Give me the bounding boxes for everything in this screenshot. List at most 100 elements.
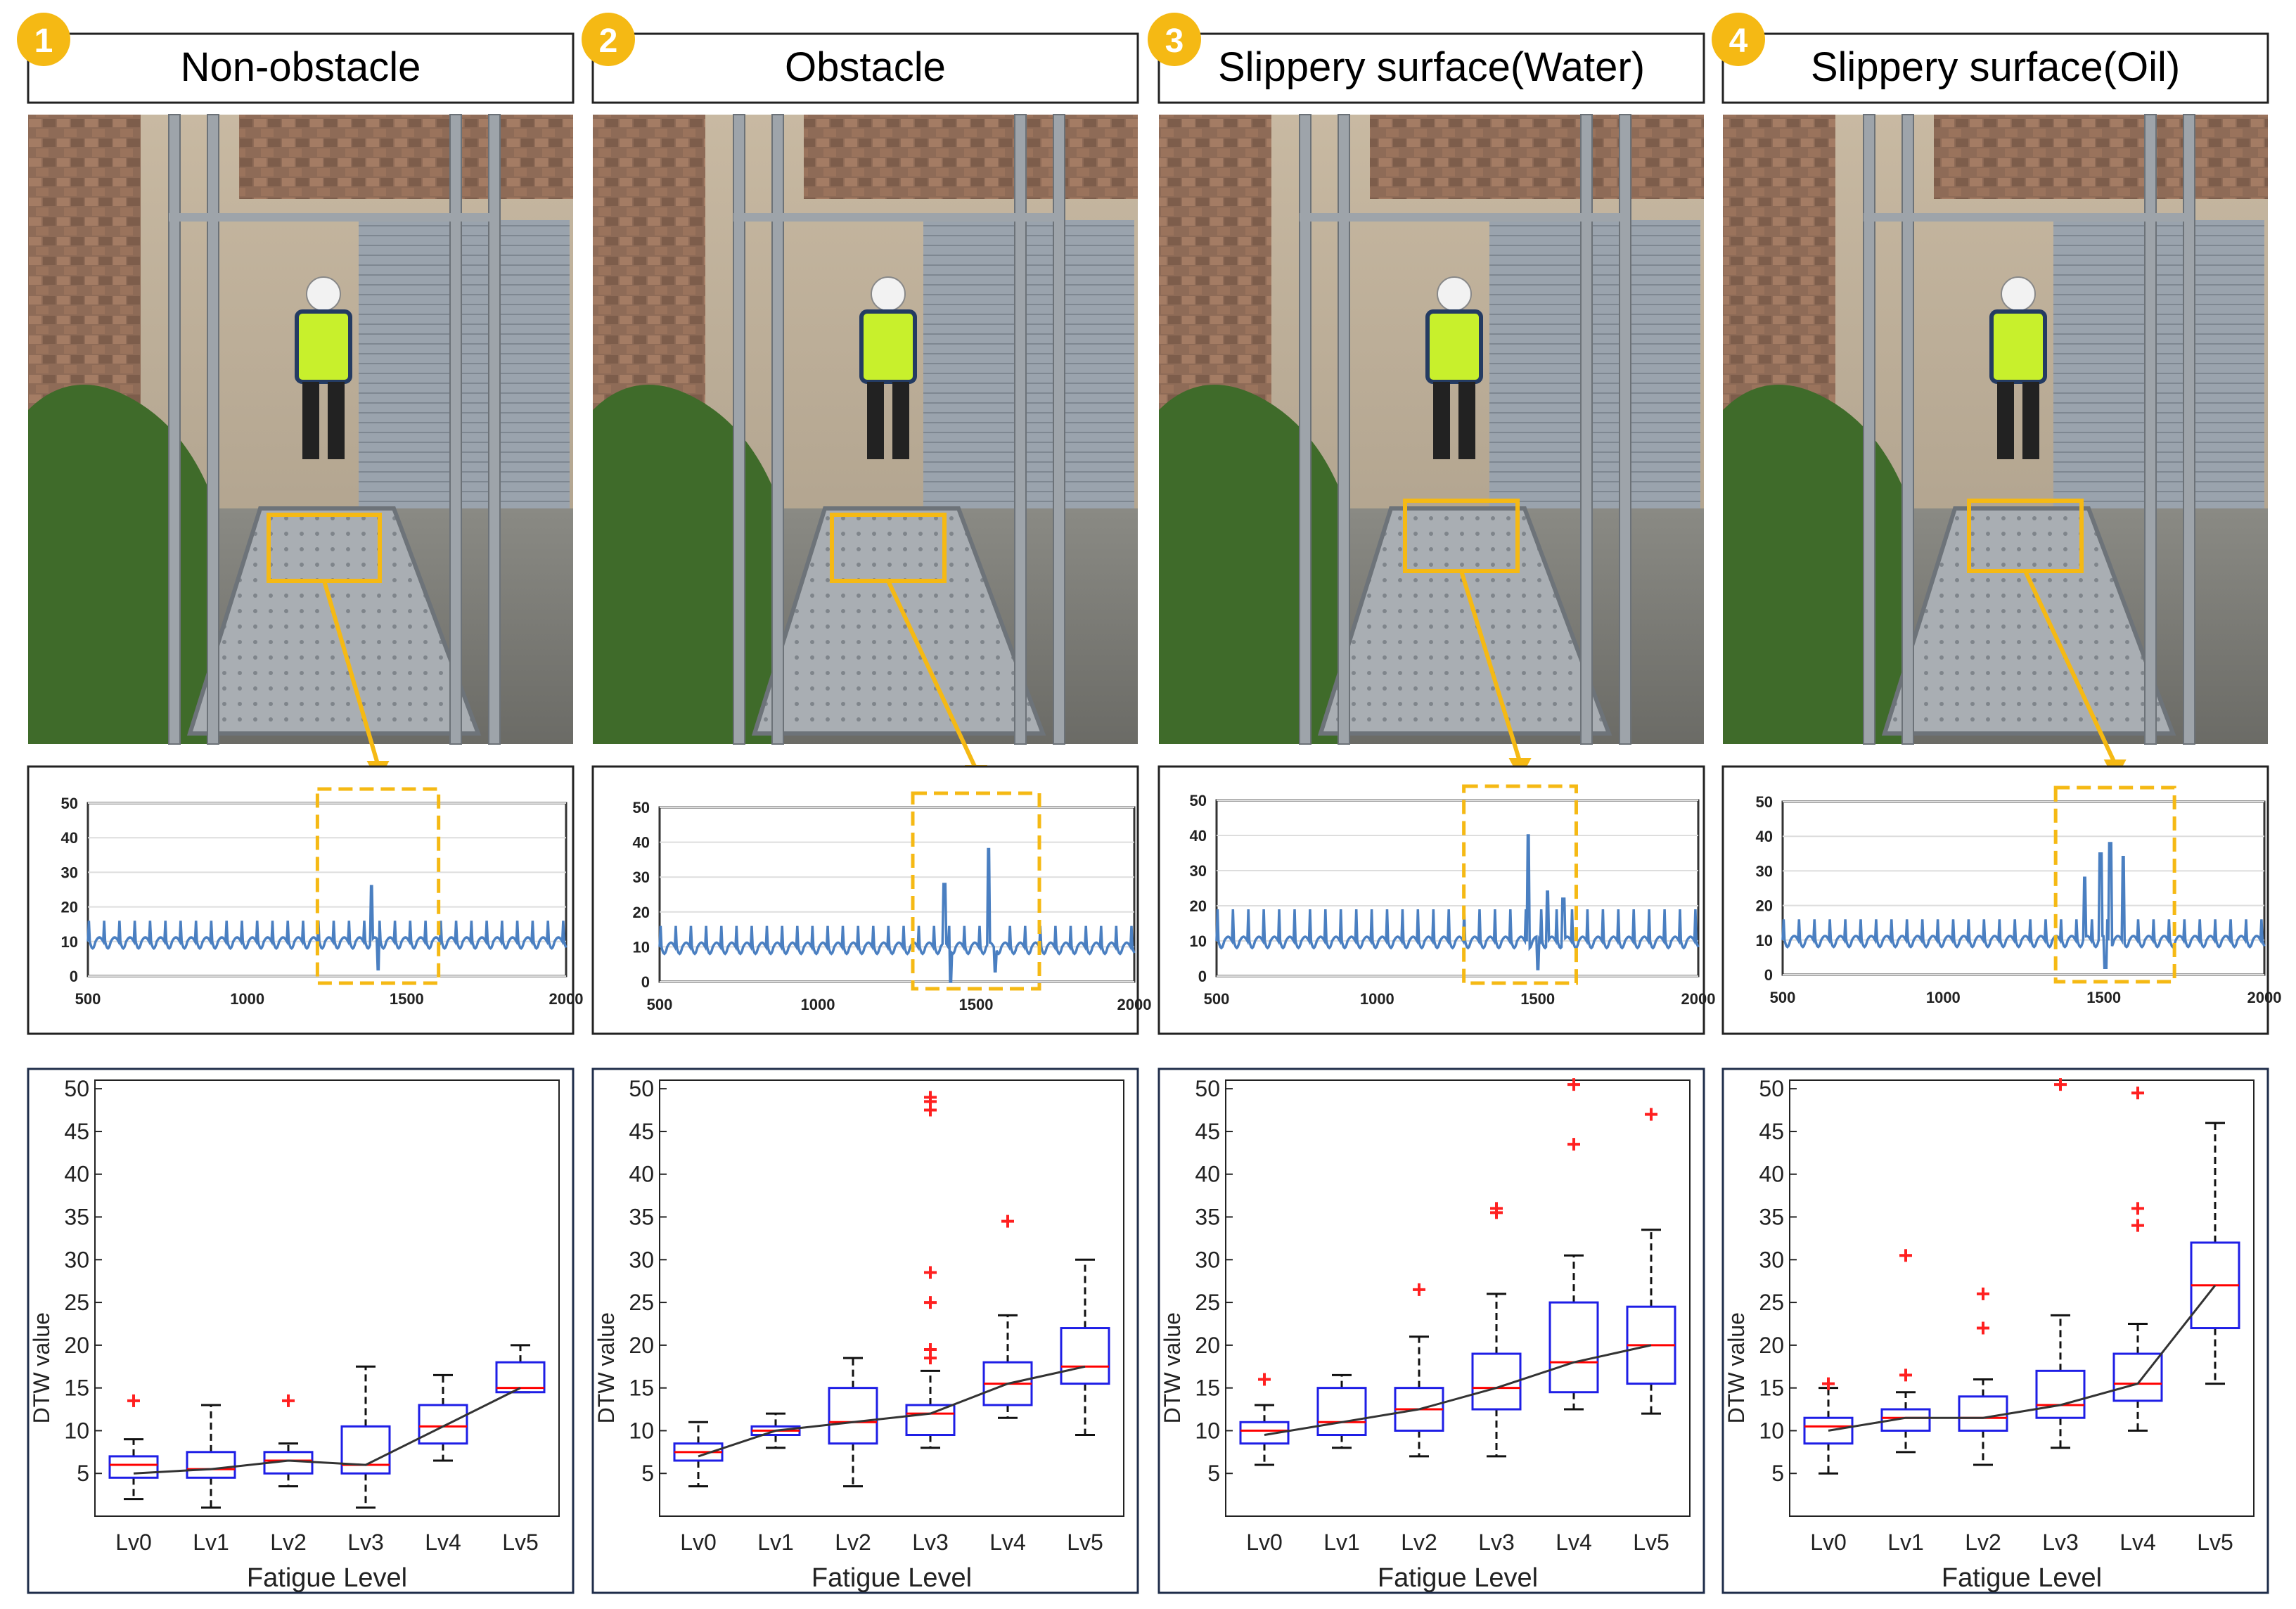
scaffold-crossbar: [169, 213, 499, 222]
outlier-point: [2054, 1078, 2067, 1091]
box: [495, 1361, 546, 1394]
boxplot-y-tick: 40: [64, 1162, 89, 1187]
boxplot-y-tick: 20: [1759, 1333, 1784, 1358]
signal-y-tick: 10: [61, 933, 78, 951]
signal-y-tick: 50: [61, 795, 78, 812]
scaffold-pole: [2183, 114, 2195, 745]
scaffold-crossbar: [733, 213, 1064, 222]
boxplot-x-tick: Lv0: [1246, 1530, 1283, 1555]
outlier-point: [2131, 1219, 2144, 1232]
safety-vest: [1989, 309, 2047, 384]
boxplot-y-tick: 30: [1195, 1247, 1220, 1272]
outlier-point: [1490, 1202, 1503, 1215]
boxplot-x-tick: Lv1: [757, 1530, 794, 1555]
trend-line: [1828, 1284, 2217, 1432]
boxplot-y-tick: 30: [64, 1247, 89, 1272]
signal-y-tick: 40: [633, 834, 650, 852]
signal-y-tick: 10: [1190, 932, 1207, 950]
signal-y-tick: 50: [1190, 792, 1207, 809]
signal-x-tick: 500: [647, 996, 673, 1013]
boxplot-ylabel: DTW value: [594, 1312, 619, 1423]
outlier-point: [1567, 1078, 1580, 1091]
signal-x-tick: 2000: [549, 990, 584, 1008]
boxplot-x-tick: Lv3: [1478, 1530, 1515, 1555]
signal-x-tick: 500: [1770, 989, 1796, 1006]
header-box: [1157, 32, 1705, 104]
scaffold-pole: [1901, 114, 1914, 745]
box: [2112, 1352, 2163, 1402]
box: [1548, 1301, 1599, 1394]
boxplot-ylabel: DTW value: [1724, 1312, 1749, 1423]
boxplot-y-tick: 20: [1195, 1333, 1220, 1358]
boxplot-y-tick: 25: [1195, 1290, 1220, 1315]
boxplot-x-tick: Lv5: [502, 1530, 539, 1555]
signal-x-tick: 500: [75, 990, 101, 1008]
scaffold-pole: [1053, 114, 1065, 745]
boxplot-y-tick: 40: [1759, 1162, 1784, 1187]
boxplot-x-tick: Lv1: [193, 1530, 229, 1555]
scaffold-pole: [1299, 114, 1311, 745]
boxplot-y-tick: 45: [1759, 1119, 1784, 1144]
signal-series: [86, 885, 567, 970]
scaffold-pole: [771, 114, 784, 745]
boxplot-y-tick: 5: [641, 1461, 654, 1486]
signal-plot-area: [86, 802, 567, 977]
outlier-point: [1977, 1321, 1989, 1335]
signal-x-tick: 1500: [390, 990, 424, 1008]
signal-x-tick: 1000: [1926, 989, 1961, 1006]
signal-y-tick: 30: [1756, 862, 1773, 880]
worker-leg: [2022, 382, 2039, 459]
outlier-point: [1822, 1377, 1835, 1390]
helmet: [2001, 276, 2036, 312]
boxplot-x-tick: Lv5: [2197, 1530, 2233, 1555]
worker-leg: [867, 382, 884, 459]
column-title: Obstacle: [785, 44, 946, 90]
helmet: [871, 276, 906, 312]
safety-vest: [1425, 309, 1483, 384]
boxplot-panel: [27, 1068, 575, 1594]
header-box: [591, 32, 1139, 104]
boxplot-y-tick: 5: [1771, 1461, 1784, 1486]
boxplot-x-tick: Lv1: [1323, 1530, 1360, 1555]
badge-circle: [1712, 13, 1765, 66]
boxplot-y-tick: 20: [629, 1333, 654, 1358]
trend-line: [133, 1387, 521, 1475]
boxplot-y-tick: 30: [629, 1247, 654, 1272]
helmet: [306, 276, 341, 312]
boxplot-y-tick: 5: [1207, 1461, 1220, 1486]
signal-series: [658, 847, 1136, 983]
signal-x-tick: 1000: [1360, 990, 1394, 1008]
signal-y-tick: 10: [1756, 932, 1773, 949]
signal-highlight: [911, 791, 1041, 991]
outlier-point: [1899, 1368, 1912, 1382]
shrubs: [593, 385, 776, 744]
boxplot-y-tick: 25: [64, 1290, 89, 1315]
signal-plot-area: [1215, 799, 1700, 977]
roller-shutter: [2053, 220, 2264, 515]
shrubs: [28, 385, 211, 744]
scaffold-pole: [168, 114, 181, 745]
boxplot-panel: [591, 1068, 1139, 1594]
boxplot-y-tick: 10: [1195, 1418, 1220, 1443]
trend-line: [698, 1365, 1086, 1458]
header-box: [27, 32, 575, 104]
signal-y-tick: 20: [1756, 897, 1773, 915]
boxplot-ylabel: DTW value: [29, 1312, 54, 1423]
boxplot-y-tick: 45: [629, 1119, 654, 1144]
boxplot-y-tick: 45: [1195, 1119, 1220, 1144]
boxplot-xlabel: Fatigue Level: [1942, 1563, 2102, 1593]
helmet: [1437, 276, 1472, 312]
box: [1239, 1421, 1290, 1445]
boxplot-xlabel: Fatigue Level: [1378, 1563, 1538, 1593]
boxplot-y-tick: 15: [1195, 1376, 1220, 1401]
box: [1803, 1416, 1854, 1445]
boxplot-x-tick: Lv0: [115, 1530, 152, 1555]
box: [340, 1425, 391, 1475]
boxplot-y-tick: 35: [1759, 1205, 1784, 1230]
outlier-point: [1899, 1249, 1912, 1262]
outlier-point: [2131, 1202, 2144, 1215]
badge-circle: [17, 13, 70, 66]
